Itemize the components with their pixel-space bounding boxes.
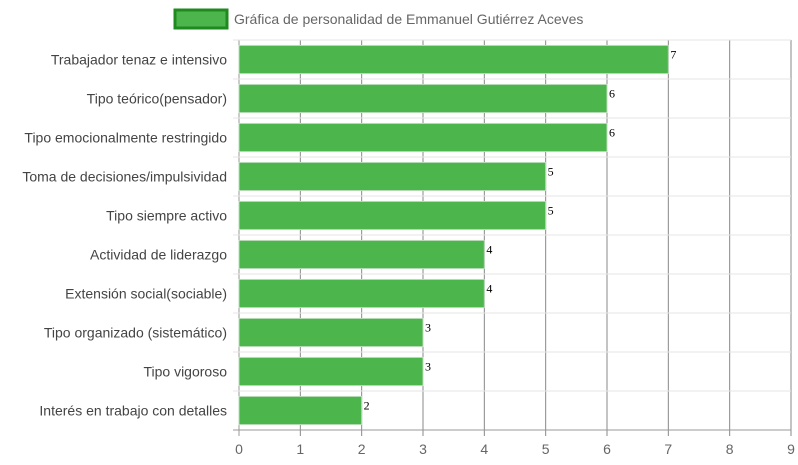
bar[interactable] <box>238 395 363 426</box>
category-label: Trabajador tenaz e intensivo <box>51 52 227 68</box>
bar[interactable] <box>238 278 485 309</box>
data-label: 6 <box>609 87 615 101</box>
data-label: 7 <box>670 48 676 62</box>
bar[interactable] <box>238 161 547 192</box>
category-label: Tipo vigoroso <box>143 364 227 380</box>
legend[interactable]: Gráfica de personalidad de Emmanuel Guti… <box>173 8 583 30</box>
category-label: Toma de decisiones/impulsividad <box>22 169 227 185</box>
x-tick-label: 5 <box>542 441 550 457</box>
bar[interactable] <box>238 83 608 114</box>
category-label: Tipo siempre activo <box>106 208 227 224</box>
data-label: 6 <box>609 126 615 140</box>
bar[interactable] <box>238 122 608 153</box>
category-label: Tipo emocionalmente restringido <box>24 130 227 146</box>
data-label: 4 <box>486 282 492 296</box>
data-labels: 7 6 6 5 5 4 4 3 3 2 <box>364 48 677 413</box>
bar[interactable] <box>238 239 485 270</box>
data-label: 3 <box>425 321 431 335</box>
x-tick-label: 6 <box>603 441 611 457</box>
x-tick-label: 0 <box>235 441 243 457</box>
category-label: Actividad de liderazgo <box>90 247 227 263</box>
legend-swatch <box>173 8 229 30</box>
x-tick-label: 4 <box>480 441 488 457</box>
x-axis-ticks: 0 1 2 3 4 5 6 7 8 9 <box>235 441 795 457</box>
bars <box>238 44 669 426</box>
x-tick-label: 7 <box>664 441 672 457</box>
bar[interactable] <box>238 317 424 348</box>
data-label: 5 <box>548 204 554 218</box>
category-labels: Trabajador tenaz e intensivo Tipo teórico… <box>22 52 227 419</box>
data-label: 5 <box>548 165 554 179</box>
x-tick-label: 3 <box>419 441 427 457</box>
x-tick-label: 8 <box>726 441 734 457</box>
x-tick-label: 2 <box>358 441 366 457</box>
category-label: Extensión social(sociable) <box>65 286 227 302</box>
bar[interactable] <box>238 44 669 75</box>
bar[interactable] <box>238 356 424 387</box>
x-tick-label: 1 <box>296 441 304 457</box>
bar[interactable] <box>238 200 547 231</box>
x-tick-label: 9 <box>787 441 795 457</box>
category-label: Tipo organizado (sistemático) <box>44 325 227 341</box>
legend-label: Gráfica de personalidad de Emmanuel Guti… <box>234 11 583 27</box>
category-label: Tipo teórico(pensador) <box>87 91 227 107</box>
data-label: 4 <box>486 243 492 257</box>
data-label: 2 <box>364 399 370 413</box>
category-label: Interés en trabajo con detalles <box>39 403 227 419</box>
data-label: 3 <box>425 360 431 374</box>
